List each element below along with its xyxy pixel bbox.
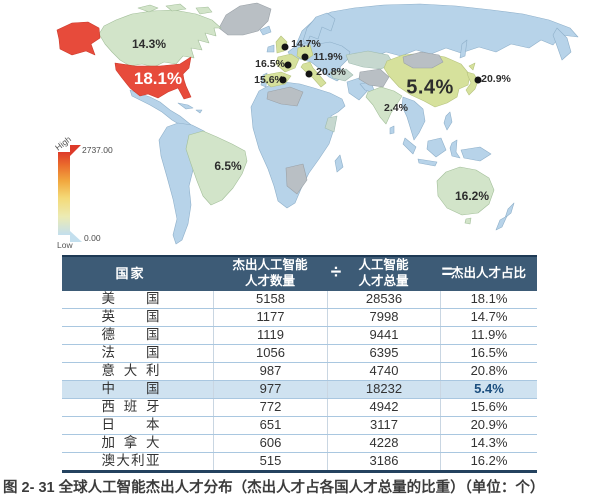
header-share: 杰出人才占比 bbox=[450, 266, 526, 281]
cell-country: 日本 bbox=[101, 417, 160, 432]
legend-max-value: 2737.00 bbox=[82, 145, 113, 155]
cell-total: 28536 bbox=[327, 291, 440, 308]
cell-country: 英国 bbox=[101, 309, 160, 324]
figure-caption: 图 2- 31 全球人工智能杰出人才分布（杰出人才占各国人才总量的比重）（单位：… bbox=[3, 480, 545, 496]
cell-country: 中国 bbox=[101, 381, 160, 396]
cell-outstanding: 1119 bbox=[213, 327, 327, 344]
cell-outstanding: 515 bbox=[213, 453, 327, 470]
legend-min-value: 0.00 bbox=[84, 233, 101, 243]
cell-outstanding: 987 bbox=[213, 363, 327, 380]
cell-total: 4740 bbox=[327, 363, 440, 380]
color-legend: 2737.00 0.00 High Low bbox=[53, 134, 113, 250]
table-row: 西班牙 772 4942 15.6% bbox=[62, 398, 537, 416]
cell-pct: 18.1% bbox=[440, 291, 537, 308]
cell-outstanding: 606 bbox=[213, 435, 327, 452]
cell-outstanding: 5158 bbox=[213, 291, 327, 308]
cell-pct: 11.9% bbox=[440, 327, 537, 344]
table-row: 日本 651 3117 20.9% bbox=[62, 416, 537, 434]
cell-pct: 14.7% bbox=[440, 309, 537, 326]
header-outstanding-line1: 杰出人工智能 bbox=[232, 258, 308, 273]
header-total-talent: 人工智能 人才总量 bbox=[327, 258, 440, 289]
legend-gradient-bar bbox=[58, 152, 70, 235]
world-map-area: 2737.00 0.00 High Low 14.3% 18.1% 14.7% 11.… bbox=[0, 0, 600, 250]
divide-symbol: ÷ bbox=[330, 262, 342, 284]
cell-outstanding: 1177 bbox=[213, 309, 327, 326]
cell-total: 3186 bbox=[327, 453, 440, 470]
cell-pct: 20.9% bbox=[440, 417, 537, 434]
header-country: 国家 bbox=[115, 265, 146, 281]
cell-pct: 16.2% bbox=[440, 453, 537, 470]
cell-country: 法国 bbox=[101, 345, 160, 360]
cell-country: 美国 bbox=[101, 291, 160, 306]
table-row: 澳大利亚 515 3186 16.2% bbox=[62, 452, 537, 470]
cell-total: 7998 bbox=[327, 309, 440, 326]
table-row: 法国 1056 6395 16.5% bbox=[62, 344, 537, 362]
cell-country: 澳大利亚 bbox=[101, 453, 160, 468]
cell-total: 3117 bbox=[327, 417, 440, 434]
cell-country: 德国 bbox=[101, 327, 160, 342]
cell-total: 9441 bbox=[327, 327, 440, 344]
cell-total: 6395 bbox=[327, 345, 440, 362]
cell-total: 18232 bbox=[327, 381, 440, 398]
cell-pct: 14.3% bbox=[440, 435, 537, 452]
cell-outstanding: 651 bbox=[213, 417, 327, 434]
header-total-line2: 人才总量 bbox=[358, 274, 409, 288]
cell-pct: 20.8% bbox=[440, 363, 537, 380]
cell-country: 西班牙 bbox=[101, 399, 160, 414]
cell-outstanding: 977 bbox=[213, 381, 327, 398]
table-row: 美国 5158 28536 18.1% bbox=[62, 291, 537, 308]
cell-total: 4228 bbox=[327, 435, 440, 452]
table-row: 英国 1177 7998 14.7% bbox=[62, 308, 537, 326]
legend-low-label: Low bbox=[57, 240, 73, 250]
header-outstanding-line2: 人才数量 bbox=[244, 274, 295, 288]
cell-outstanding: 1056 bbox=[213, 345, 327, 362]
table-body: 美国 5158 28536 18.1% 英国 1177 7998 14.7% 德国 1119 944… bbox=[62, 291, 537, 470]
table-header: 国家 杰出人工智能 人才数量 人工智能 人才总量 杰出人才占比 ÷ = bbox=[62, 257, 537, 291]
table-row: 意大利 987 4740 20.8% bbox=[62, 362, 537, 380]
cell-pct: 5.4% bbox=[440, 381, 537, 398]
header-outstanding-talent: 杰出人工智能 人才数量 bbox=[213, 258, 327, 289]
cell-total: 4942 bbox=[327, 399, 440, 416]
cell-country: 加拿大 bbox=[101, 435, 160, 450]
cell-country: 意大利 bbox=[101, 363, 160, 378]
table-row: 中国 977 18232 5.4% bbox=[62, 380, 537, 398]
table-row: 加拿大 606 4228 14.3% bbox=[62, 434, 537, 452]
cell-pct: 16.5% bbox=[440, 345, 537, 362]
world-map: 2737.00 0.00 High Low bbox=[53, 2, 579, 250]
talent-table: 国家 杰出人工智能 人才数量 人工智能 人才总量 杰出人才占比 ÷ = 美国 51… bbox=[62, 255, 537, 473]
header-total-line1: 人工智能 bbox=[358, 258, 409, 273]
cell-outstanding: 772 bbox=[213, 399, 327, 416]
cell-pct: 15.6% bbox=[440, 399, 537, 416]
table-row: 德国 1119 9441 11.9% bbox=[62, 326, 537, 344]
equals-symbol: = bbox=[441, 262, 453, 284]
